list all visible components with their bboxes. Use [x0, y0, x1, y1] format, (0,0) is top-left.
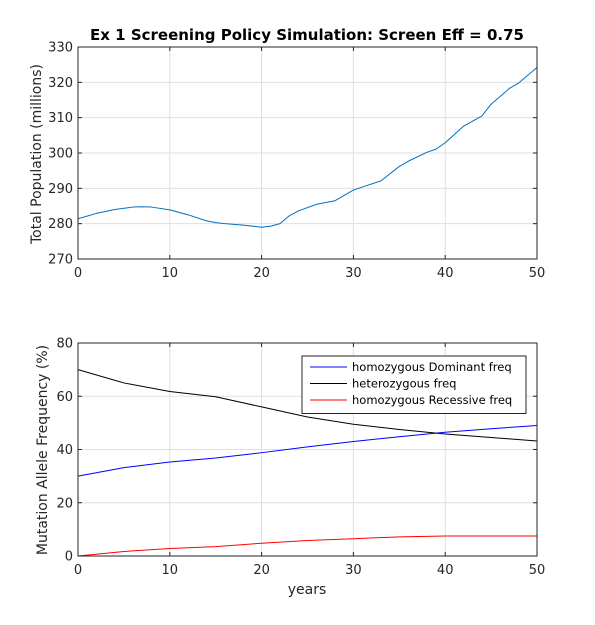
legend-label: homozygous Recessive freq: [352, 393, 512, 407]
x-tick-label: 30: [345, 266, 362, 281]
x-tick-label: 50: [529, 266, 546, 281]
x-tick-label: 40: [437, 563, 454, 578]
legend: homozygous Dominant freq heterozygous fre…: [301, 355, 527, 414]
y-tick-label: 40: [56, 443, 73, 458]
x-axis-label: years: [288, 582, 327, 598]
y-tick-label: 330: [48, 41, 73, 56]
series-line-0: [77, 425, 538, 477]
allele-frequency-chart: years Mutation Allele Frequency (%) 0 10 2…: [35, 337, 545, 599]
x-tick-label: 50: [529, 563, 546, 578]
legend-label: heterozygous freq: [352, 377, 456, 391]
x-tick-label: 0: [74, 563, 82, 578]
x-tick-label: 10: [162, 563, 179, 578]
x-tick-label: 30: [345, 563, 362, 578]
legend-box: [301, 355, 527, 414]
series-line-2: [77, 535, 537, 557]
y-tick-label: 0: [65, 550, 73, 565]
y-tick-label: 60: [56, 390, 73, 405]
x-tick-label: 0: [74, 266, 82, 281]
y-tick-label: 280: [48, 217, 73, 232]
series-line-1: [77, 369, 538, 442]
population-chart: Ex 1 Screening Policy Simulation: Screen…: [29, 26, 545, 281]
y-tick-label: 20: [56, 496, 73, 511]
chart-title: Ex 1 Screening Policy Simulation: Screen…: [90, 26, 524, 44]
x-tick-label: 40: [437, 266, 454, 281]
y-tick-label: 300: [48, 147, 73, 162]
y-tick-label: 270: [48, 253, 73, 268]
y-tick-label: 310: [48, 111, 73, 126]
y-axis-label: Mutation Allele Frequency (%): [35, 345, 51, 555]
y-axis-label: Total Population (millions): [29, 64, 45, 245]
x-tick-label: 20: [253, 266, 270, 281]
x-tick-label: 20: [253, 563, 270, 578]
y-tick-label: 320: [48, 76, 73, 91]
legend-label: homozygous Dominant freq: [352, 360, 512, 374]
y-tick-label: 290: [48, 182, 73, 197]
x-tick-label: 10: [162, 266, 179, 281]
y-tick-label: 80: [56, 337, 73, 352]
series-line-0: [77, 67, 538, 228]
